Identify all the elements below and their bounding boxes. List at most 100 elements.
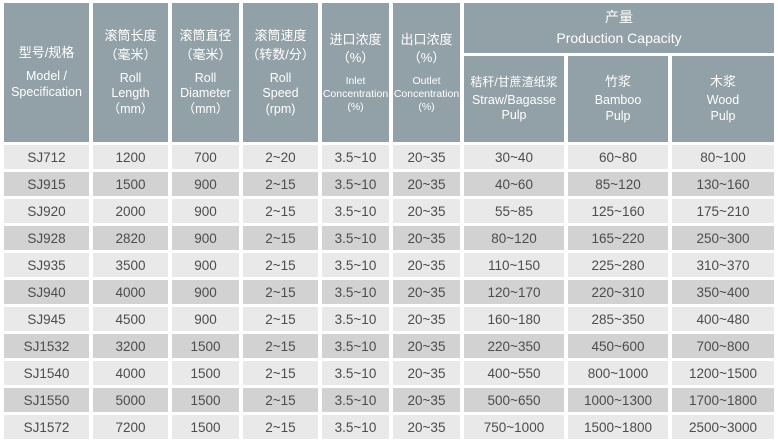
col-header-roll-length-zh: 滚筒长度 （毫米） (104, 28, 157, 62)
col-header-bamboo-pulp: 竹浆 Bamboo Pulp (568, 56, 668, 142)
value-cell: 60~80 (568, 145, 668, 169)
table-row: SJ1540 4000 1500 2~15 3.5~10 20~35 400~550 800~… (4, 361, 775, 385)
value-cell: 900 (172, 226, 239, 250)
col-header-outlet-concentration: 出口浓度 （%） Outlet Concentration (%) (393, 3, 460, 142)
col-header-straw-bagasse-pulp: 秸秆/甘蔗渣纸浆 Straw/Bagasse Pulp (464, 56, 564, 142)
table-body: SJ712 1200 700 2~20 3.5~10 20~35 30~40 60~80 80~… (4, 145, 775, 439)
value-cell: 2~15 (243, 415, 318, 439)
col-header-roll-diameter-zh: 滚筒直径 （毫米） (179, 28, 232, 62)
value-cell: 220~350 (464, 334, 564, 358)
value-cell: 400~480 (672, 307, 775, 331)
value-cell: 55~85 (464, 199, 564, 223)
value-cell: 225~280 (568, 253, 668, 277)
value-cell: 2500~3000 (672, 415, 775, 439)
value-cell: 1500 (172, 334, 239, 358)
col-header-inlet-concentration: 进口浓度 （%） Inlet Concentration (%) (322, 3, 389, 142)
model-cell: SJ935 (4, 253, 89, 277)
value-cell: 160~180 (464, 307, 564, 331)
value-cell: 5000 (93, 388, 168, 412)
value-cell: 20~35 (393, 280, 460, 304)
value-cell: 2~15 (243, 253, 318, 277)
value-cell: 20~35 (393, 226, 460, 250)
table-row: SJ940 4000 900 2~15 3.5~10 20~35 120~170 220~31… (4, 280, 775, 304)
value-cell: 20~35 (393, 361, 460, 385)
header-row-sub: 秸秆/甘蔗渣纸浆 Straw/Bagasse Pulp 竹浆 Bamboo Pu… (4, 56, 775, 142)
value-cell: 1200 (93, 145, 168, 169)
value-cell: 1500~1800 (568, 415, 668, 439)
value-cell: 1700~1800 (672, 388, 775, 412)
value-cell: 7200 (93, 415, 168, 439)
value-cell: 3.5~10 (322, 280, 389, 304)
bamboo-en: Bamboo Pulp (594, 93, 642, 124)
value-cell: 20~35 (393, 307, 460, 331)
table-row: SJ1532 3200 1500 2~15 3.5~10 20~35 220~350 450~… (4, 334, 775, 358)
value-cell: 350~400 (672, 280, 775, 304)
model-cell: SJ1550 (4, 388, 89, 412)
value-cell: 2~15 (243, 280, 318, 304)
straw-bagasse-zh: 秸秆/甘蔗渣纸浆 (470, 74, 558, 89)
table-row: SJ1572 7200 1500 2~15 3.5~10 20~35 750~1000 150… (4, 415, 775, 439)
col-header-roll-speed-en: Roll Speed (rpm) (262, 70, 299, 116)
value-cell: 3.5~10 (322, 199, 389, 223)
production-capacity-en: Production Capacity (556, 30, 682, 47)
value-cell: 900 (172, 199, 239, 223)
value-cell: 20~35 (393, 172, 460, 196)
table-row: SJ928 2820 900 2~15 3.5~10 20~35 80~120 165~220… (4, 226, 775, 250)
col-header-roll-diameter: 滚筒直径 （毫米） Roll Diameter （mm） (172, 3, 239, 142)
value-cell: 125~160 (568, 199, 668, 223)
model-cell: SJ920 (4, 199, 89, 223)
value-cell: 3.5~10 (322, 334, 389, 358)
value-cell: 500~650 (464, 388, 564, 412)
value-cell: 3.5~10 (322, 226, 389, 250)
value-cell: 700 (172, 145, 239, 169)
model-cell: SJ945 (4, 307, 89, 331)
value-cell: 4000 (93, 280, 168, 304)
value-cell: 3.5~10 (322, 172, 389, 196)
model-cell: SJ1540 (4, 361, 89, 385)
value-cell: 900 (172, 307, 239, 331)
value-cell: 85~120 (568, 172, 668, 196)
col-header-roll-length-en: Roll Length （mm） (107, 70, 154, 116)
value-cell: 4500 (93, 307, 168, 331)
col-header-roll-length: 滚筒长度 （毫米） Roll Length （mm） (93, 3, 168, 142)
col-header-outlet-en: Outlet Concentration (%) (393, 74, 460, 113)
table-row: SJ712 1200 700 2~20 3.5~10 20~35 30~40 60~80 80~… (4, 145, 775, 169)
value-cell: 20~35 (393, 145, 460, 169)
value-cell: 120~170 (464, 280, 564, 304)
value-cell: 450~600 (568, 334, 668, 358)
value-cell: 3500 (93, 253, 168, 277)
value-cell: 2~20 (243, 145, 318, 169)
model-cell: SJ1572 (4, 415, 89, 439)
value-cell: 310~370 (672, 253, 775, 277)
col-header-inlet-zh: 进口浓度 （%） (329, 32, 382, 66)
value-cell: 3.5~10 (322, 361, 389, 385)
value-cell: 220~310 (568, 280, 668, 304)
value-cell: 1500 (172, 361, 239, 385)
value-cell: 165~220 (568, 226, 668, 250)
col-header-wood-pulp: 木浆 Wood Pulp (672, 56, 775, 142)
value-cell: 110~150 (464, 253, 564, 277)
table-row: SJ920 2000 900 2~15 3.5~10 20~35 55~85 125~160 1… (4, 199, 775, 223)
col-header-model: 型号/规格 Model / Specification (4, 3, 89, 142)
model-cell: SJ712 (4, 145, 89, 169)
value-cell: 2~15 (243, 334, 318, 358)
model-cell: SJ940 (4, 280, 89, 304)
col-header-production-capacity: 产量 Production Capacity (464, 3, 775, 53)
value-cell: 4000 (93, 361, 168, 385)
value-cell: 1500 (172, 388, 239, 412)
value-cell: 2~15 (243, 361, 318, 385)
header-row-main: 型号/规格 Model / Specification 滚筒长度 （毫米） Ro… (4, 3, 775, 142)
col-header-roll-diameter-en: Roll Diameter （mm） (180, 70, 231, 116)
value-cell: 900 (172, 280, 239, 304)
value-cell: 20~35 (393, 334, 460, 358)
value-cell: 30~40 (464, 145, 564, 169)
value-cell: 900 (172, 253, 239, 277)
value-cell: 1200~1500 (672, 361, 775, 385)
value-cell: 20~35 (393, 415, 460, 439)
value-cell: 20~35 (393, 388, 460, 412)
value-cell: 2~15 (243, 199, 318, 223)
value-cell: 2820 (93, 226, 168, 250)
value-cell: 250~300 (672, 226, 775, 250)
value-cell: 130~160 (672, 172, 775, 196)
